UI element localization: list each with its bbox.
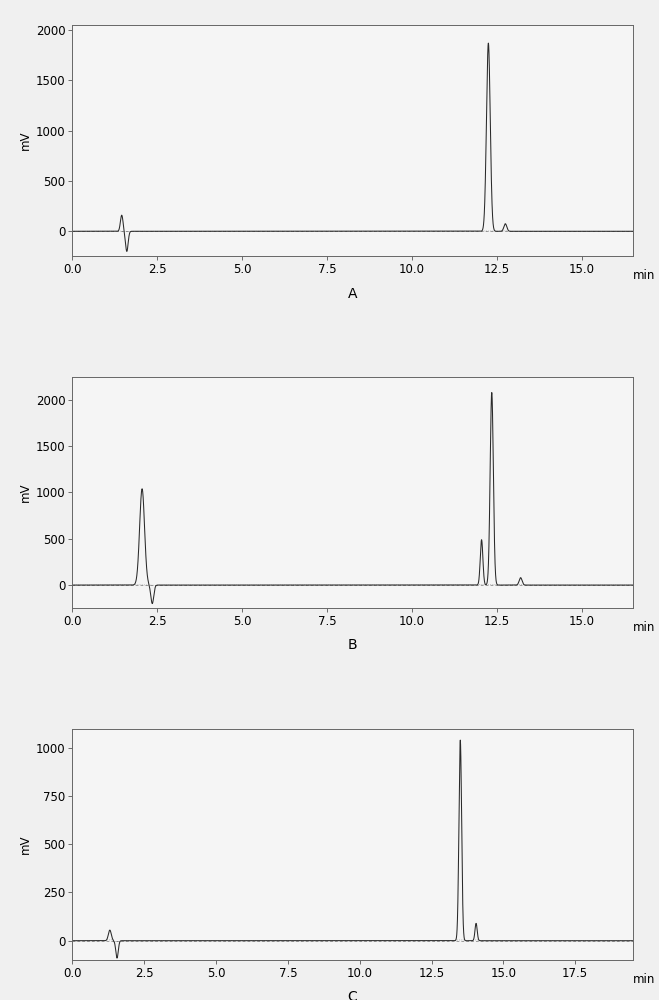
Text: min: min — [633, 269, 655, 282]
Y-axis label: mV: mV — [18, 131, 32, 150]
Text: min: min — [633, 621, 655, 634]
Y-axis label: mV: mV — [18, 835, 32, 854]
Text: B: B — [348, 638, 357, 652]
Text: C: C — [348, 990, 357, 1000]
Text: min: min — [633, 973, 655, 986]
Text: A: A — [348, 287, 357, 301]
Y-axis label: mV: mV — [18, 483, 32, 502]
